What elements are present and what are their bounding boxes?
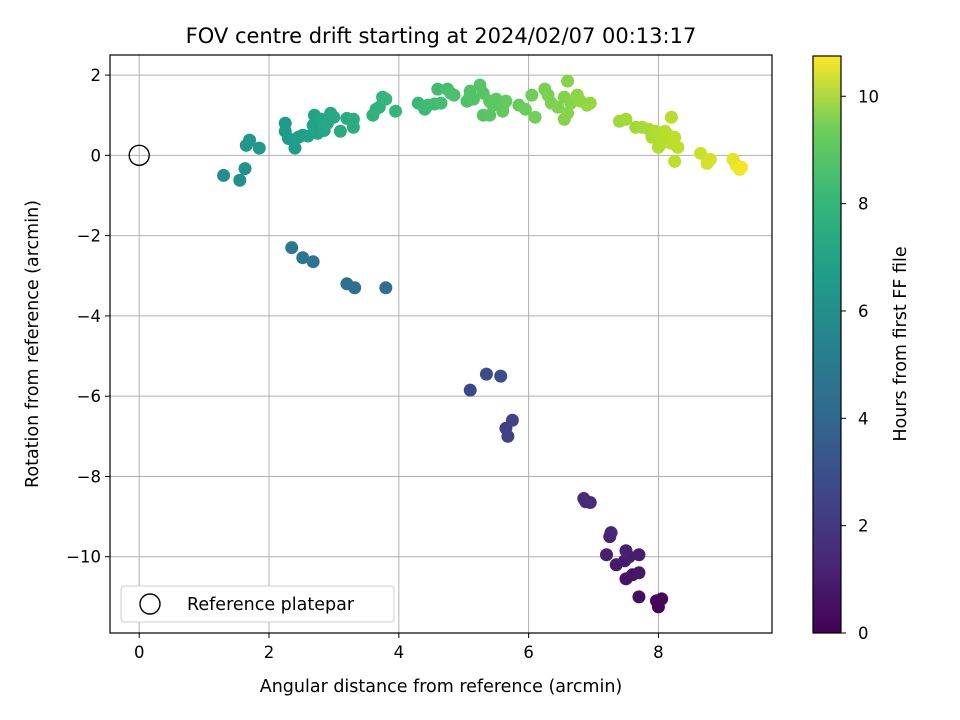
data-point: [333, 124, 347, 138]
data-point: [496, 104, 510, 118]
data-point: [664, 110, 678, 124]
data-point: [632, 566, 646, 580]
colorbar-tick-label: 0: [858, 624, 869, 643]
x-tick-label: 0: [134, 643, 145, 662]
data-point: [619, 544, 633, 558]
data-point: [252, 141, 266, 155]
legend-label: Reference platepar: [187, 595, 355, 615]
data-point: [285, 241, 299, 255]
data-point: [479, 367, 493, 381]
data-point: [447, 88, 461, 102]
x-axis-ticks: 0 2 4 6 8: [134, 633, 664, 662]
data-point: [528, 110, 542, 124]
data-point: [306, 255, 320, 269]
data-point: [668, 154, 682, 168]
grid-lines: [110, 55, 772, 633]
data-point: [694, 146, 708, 160]
data-point: [525, 88, 539, 102]
data-point: [483, 108, 497, 122]
colorbar-tick-label: 8: [858, 195, 869, 214]
data-points: [128, 74, 748, 614]
y-axis-label: Rotation from reference (arcmin): [23, 200, 43, 488]
data-point: [505, 413, 519, 427]
data-point: [281, 131, 295, 145]
y-axis-ticks: 2 0 −2 −4 −6 −8 −10: [66, 66, 110, 567]
y-tick-label: −8: [77, 467, 101, 486]
data-point: [389, 104, 403, 118]
data-point: [296, 251, 310, 265]
data-point: [463, 383, 477, 397]
x-tick-label: 4: [394, 643, 405, 662]
data-point: [619, 112, 633, 126]
y-tick-label: −6: [77, 387, 101, 406]
data-point: [431, 82, 445, 96]
colorbar: 0 2 4 6 8 10 Hours from first FF file: [812, 55, 911, 643]
data-point: [301, 129, 315, 143]
y-tick-label: 0: [91, 146, 102, 165]
data-point: [243, 133, 257, 147]
colorbar-tick-label: 2: [858, 517, 869, 536]
data-point: [379, 92, 393, 106]
colorbar-tick-label: 10: [858, 87, 879, 106]
data-point: [703, 152, 717, 166]
data-point: [379, 281, 393, 295]
x-tick-label: 6: [523, 643, 534, 662]
data-point: [327, 110, 341, 124]
data-point: [494, 369, 508, 383]
x-tick-label: 8: [653, 643, 664, 662]
legend: Reference platepar: [120, 585, 395, 623]
x-axis-label: Angular distance from reference (arcmin): [260, 677, 623, 697]
data-point: [600, 548, 613, 562]
data-point: [217, 168, 231, 182]
data-point: [649, 594, 663, 608]
data-point: [551, 100, 565, 114]
data-point: [288, 141, 302, 155]
data-point: [632, 548, 646, 562]
data-point: [583, 96, 597, 110]
data-point: [501, 429, 515, 443]
data-point: [561, 106, 575, 120]
data-point: [238, 162, 252, 176]
reference-marker: [128, 144, 150, 167]
data-point: [583, 496, 597, 510]
data-point: [632, 590, 646, 604]
y-tick-label: −2: [77, 227, 101, 246]
data-point: [233, 173, 247, 187]
colorbar-ticks: 0 2 4 6 8 10: [841, 87, 879, 643]
y-tick-label: 2: [91, 66, 102, 85]
data-point: [346, 112, 360, 126]
data-point: [340, 277, 354, 291]
legend-box: [120, 585, 395, 623]
y-tick-label: −4: [77, 307, 101, 326]
data-point: [466, 92, 480, 106]
data-point: [518, 102, 532, 116]
y-tick-label: −10: [66, 548, 101, 567]
colorbar-gradient: [812, 55, 842, 634]
colorbar-tick-label: 4: [858, 409, 869, 428]
legend-marker-icon: [139, 593, 161, 615]
data-point: [604, 526, 618, 540]
data-point: [434, 96, 448, 110]
data-point: [668, 130, 682, 144]
colorbar-tick-label: 6: [858, 302, 869, 321]
chart-title: FOV centre drift starting at 2024/02/07 …: [186, 24, 697, 48]
x-tick-label: 2: [264, 643, 275, 662]
data-point: [671, 140, 685, 154]
colorbar-label: Hours from first FF file: [891, 246, 911, 441]
data-point: [499, 94, 513, 108]
data-point: [734, 160, 748, 174]
plot-frame: [109, 54, 773, 634]
data-point: [561, 74, 575, 88]
